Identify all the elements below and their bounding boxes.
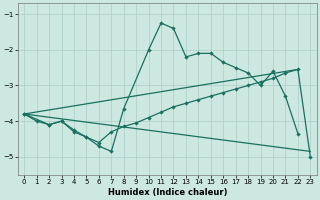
X-axis label: Humidex (Indice chaleur): Humidex (Indice chaleur) [108, 188, 227, 197]
